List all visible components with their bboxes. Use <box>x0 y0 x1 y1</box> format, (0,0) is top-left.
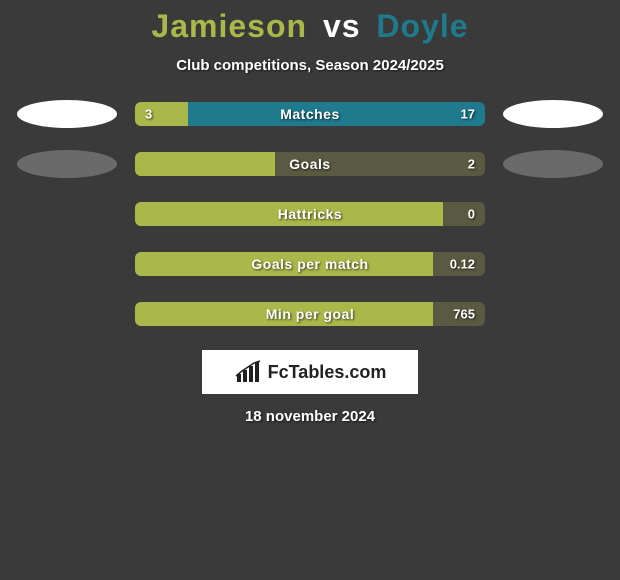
oval-spacer <box>17 200 117 228</box>
oval-spacer <box>17 250 117 278</box>
stat-label: Min per goal <box>266 306 354 322</box>
comparison-card: Jamieson vs Doyle Club competitions, Sea… <box>0 0 620 425</box>
bar-seg-left <box>135 102 188 126</box>
right-value: 17 <box>461 107 475 122</box>
logo-box: FcTables.com <box>202 350 418 394</box>
stat-bar-matches: 3 Matches 17 <box>135 102 485 126</box>
stats-rows: 3 Matches 17 Goals 2 Hattricks 0 Goals per matc… <box>0 100 620 328</box>
player1-oval-icon <box>17 150 117 178</box>
bar-seg-left <box>135 152 275 176</box>
date-label: 18 november 2024 <box>0 408 620 425</box>
oval-spacer <box>503 200 603 228</box>
page-title: Jamieson vs Doyle <box>0 8 620 45</box>
oval-spacer <box>17 300 117 328</box>
player2-name: Doyle <box>376 8 468 44</box>
logo-text: FcTables.com <box>268 362 387 383</box>
oval-spacer <box>503 250 603 278</box>
chart-icon <box>234 360 262 384</box>
stat-bar-hattricks: Hattricks 0 <box>135 202 485 226</box>
player1-name: Jamieson <box>151 8 307 44</box>
stat-bar-gpm: Goals per match 0.12 <box>135 252 485 276</box>
right-value: 0 <box>468 207 475 222</box>
stat-label: Goals per match <box>251 256 368 272</box>
stat-row-gpm: Goals per match 0.12 <box>0 250 620 278</box>
vs-label: vs <box>323 8 361 44</box>
left-value: 3 <box>145 107 152 122</box>
stat-label: Goals <box>289 156 330 172</box>
right-value: 0.12 <box>450 257 475 272</box>
stat-label: Hattricks <box>278 206 342 222</box>
stat-row-matches: 3 Matches 17 <box>0 100 620 128</box>
right-value: 765 <box>453 307 475 322</box>
subtitle: Club competitions, Season 2024/2025 <box>0 57 620 74</box>
stat-row-goals: Goals 2 <box>0 150 620 178</box>
player1-oval-icon <box>17 100 117 128</box>
oval-spacer <box>503 300 603 328</box>
player2-oval-icon <box>503 150 603 178</box>
stat-row-mpg: Min per goal 765 <box>0 300 620 328</box>
right-value: 2 <box>468 157 475 172</box>
player2-oval-icon <box>503 100 603 128</box>
stat-label: Matches <box>280 106 340 122</box>
stat-bar-goals: Goals 2 <box>135 152 485 176</box>
stat-row-hattricks: Hattricks 0 <box>0 200 620 228</box>
bar-seg-right <box>443 202 485 226</box>
stat-bar-mpg: Min per goal 765 <box>135 302 485 326</box>
